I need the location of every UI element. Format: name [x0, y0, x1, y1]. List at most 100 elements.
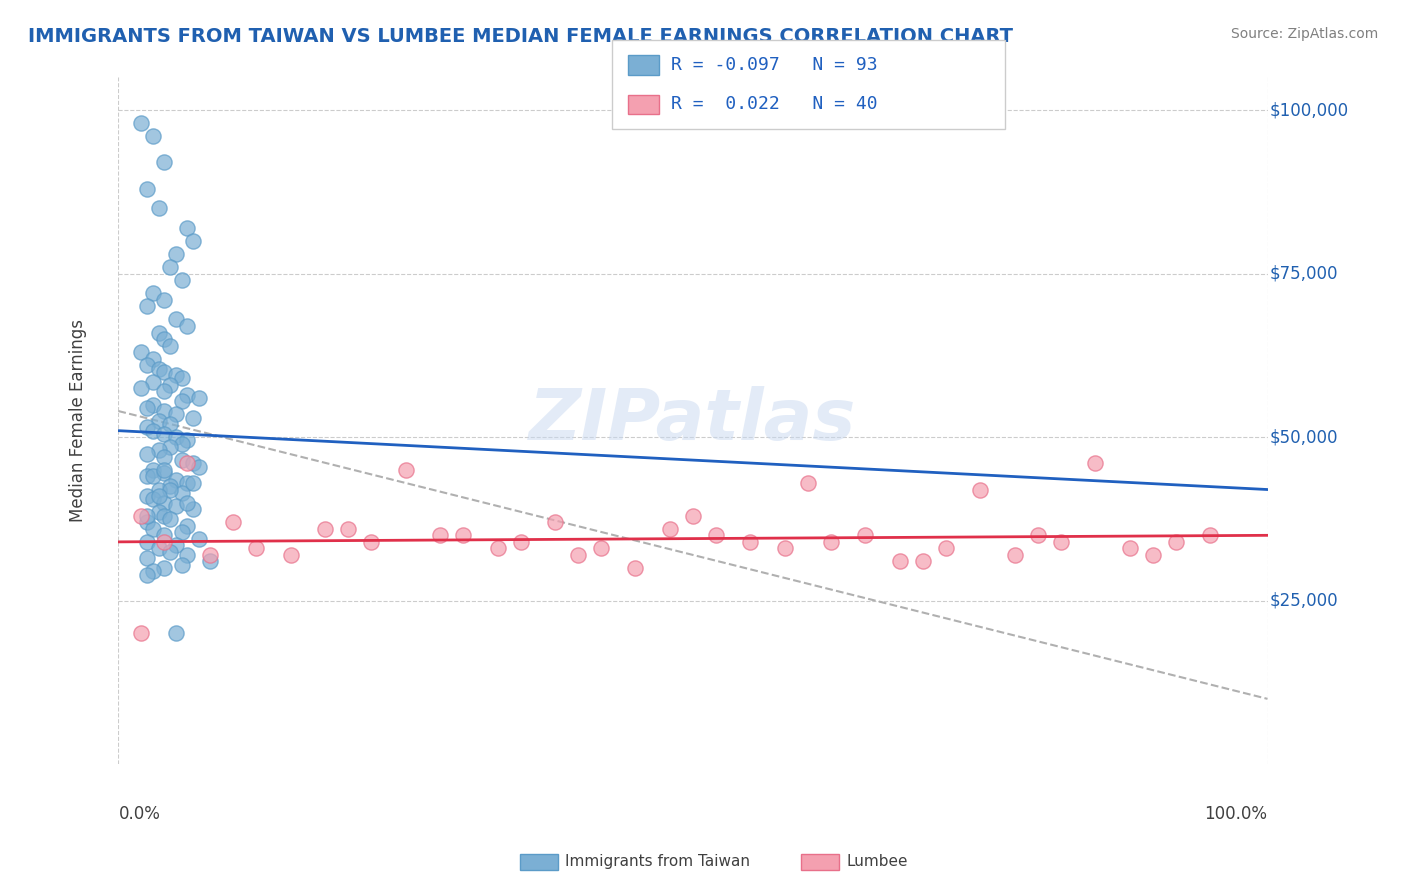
Point — [1164, 534, 1187, 549]
Point — [153, 332, 176, 346]
Point — [911, 554, 934, 568]
Point — [165, 626, 187, 640]
Point — [136, 515, 159, 529]
Point — [200, 554, 222, 568]
Point — [142, 424, 165, 438]
Point — [544, 515, 567, 529]
Point — [165, 473, 187, 487]
Point — [969, 483, 991, 497]
Point — [1004, 548, 1026, 562]
Text: R =  0.022   N = 40: R = 0.022 N = 40 — [671, 95, 877, 113]
Point — [153, 450, 176, 464]
Point — [148, 326, 170, 340]
Text: $75,000: $75,000 — [1270, 265, 1339, 283]
Point — [131, 116, 153, 130]
Point — [148, 201, 170, 215]
Point — [159, 440, 181, 454]
Point — [136, 567, 159, 582]
Text: $100,000: $100,000 — [1270, 101, 1348, 120]
Point — [136, 534, 159, 549]
Point — [159, 377, 181, 392]
Point — [153, 426, 176, 441]
Point — [170, 485, 193, 500]
Point — [153, 365, 176, 379]
Point — [131, 508, 153, 523]
Point — [176, 434, 198, 448]
Point — [153, 495, 176, 509]
Point — [314, 522, 336, 536]
Point — [148, 483, 170, 497]
Point — [176, 387, 198, 401]
Point — [159, 338, 181, 352]
Point — [136, 358, 159, 372]
Point — [176, 518, 198, 533]
Point — [170, 394, 193, 409]
Point — [170, 436, 193, 450]
Point — [280, 548, 302, 562]
Point — [165, 407, 187, 421]
Point — [176, 456, 198, 470]
Point — [136, 401, 159, 415]
Point — [187, 391, 209, 405]
Point — [451, 528, 474, 542]
Point — [773, 541, 796, 556]
Point — [136, 299, 159, 313]
Point — [148, 414, 170, 428]
Point — [395, 463, 418, 477]
Point — [136, 508, 159, 523]
Point — [659, 522, 682, 536]
Point — [131, 381, 153, 395]
Point — [142, 375, 165, 389]
Point — [797, 475, 820, 490]
Point — [170, 273, 193, 287]
Point — [148, 541, 170, 556]
Point — [181, 234, 204, 248]
Text: Median Female Earnings: Median Female Earnings — [69, 319, 87, 523]
Point — [148, 361, 170, 376]
Text: Immigrants from Taiwan: Immigrants from Taiwan — [565, 855, 751, 869]
Point — [337, 522, 360, 536]
Point — [170, 558, 193, 572]
Point — [136, 446, 159, 460]
Text: IMMIGRANTS FROM TAIWAN VS LUMBEE MEDIAN FEMALE EARNINGS CORRELATION CHART: IMMIGRANTS FROM TAIWAN VS LUMBEE MEDIAN … — [28, 27, 1014, 45]
Point — [176, 318, 198, 333]
Text: $25,000: $25,000 — [1270, 591, 1339, 610]
Point — [486, 541, 509, 556]
Point — [589, 541, 612, 556]
Point — [181, 502, 204, 516]
Point — [1084, 456, 1107, 470]
Point — [142, 397, 165, 411]
Point — [148, 505, 170, 519]
Point — [1026, 528, 1049, 542]
Point — [142, 469, 165, 483]
Point — [170, 371, 193, 385]
Point — [131, 626, 153, 640]
Point — [136, 181, 159, 195]
Point — [170, 524, 193, 539]
Point — [142, 564, 165, 578]
Point — [142, 463, 165, 477]
Point — [136, 551, 159, 566]
Point — [176, 475, 198, 490]
Point — [142, 351, 165, 366]
Point — [142, 522, 165, 536]
Point — [153, 534, 176, 549]
Point — [935, 541, 957, 556]
Point — [153, 508, 176, 523]
Point — [181, 456, 204, 470]
Point — [176, 220, 198, 235]
Point — [153, 466, 176, 480]
Point — [165, 499, 187, 513]
Point — [159, 479, 181, 493]
Text: R = -0.097   N = 93: R = -0.097 N = 93 — [671, 56, 877, 74]
Point — [165, 312, 187, 326]
Point — [245, 541, 267, 556]
Point — [153, 561, 176, 575]
Point — [159, 512, 181, 526]
Point — [165, 430, 187, 444]
Point — [153, 155, 176, 169]
Text: Lumbee: Lumbee — [846, 855, 908, 869]
Point — [153, 463, 176, 477]
Point — [889, 554, 911, 568]
Point — [682, 508, 704, 523]
